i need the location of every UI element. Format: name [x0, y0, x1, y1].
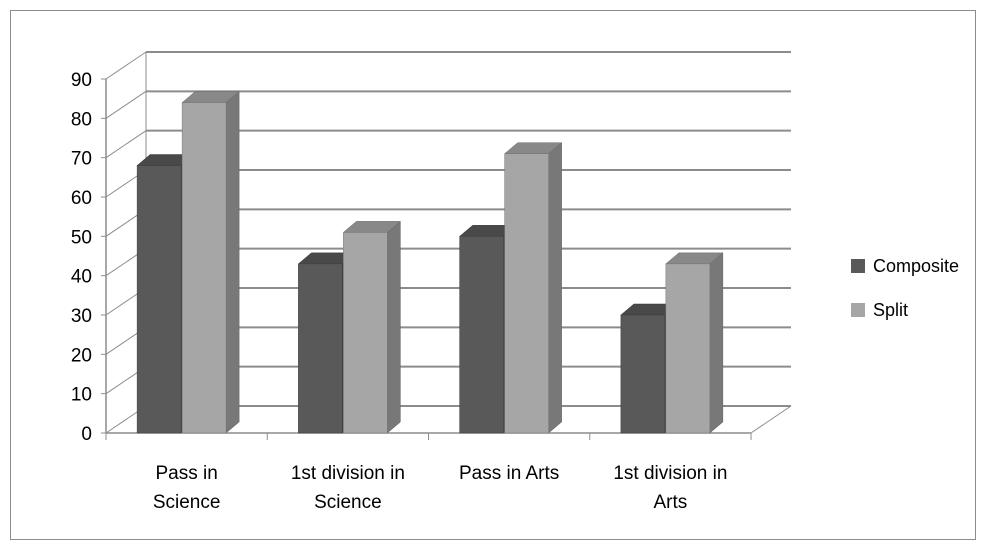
bar-split-3	[665, 252, 724, 434]
x-category-label-0: Pass in Science	[153, 463, 221, 513]
bar-front-face	[298, 263, 343, 434]
bar-front-face	[504, 153, 549, 434]
gridline-depth-90	[105, 51, 147, 80]
legend-swatch-split	[851, 303, 865, 317]
bar-front-face	[343, 232, 388, 434]
x-category-label-3: 1st division in Arts	[613, 463, 727, 513]
y-tick-label-90: 90	[71, 70, 92, 91]
y-tick-label-50: 50	[71, 227, 92, 248]
gridline-depth-70	[105, 130, 147, 159]
bar-front-face	[136, 165, 182, 434]
y-tick-label-60: 60	[71, 188, 92, 209]
bar-front-face	[665, 263, 711, 434]
y-tick-label-30: 30	[71, 306, 92, 327]
gridline-depth-80	[105, 90, 147, 119]
floor-edge	[750, 405, 792, 434]
y-tick-label-10: 10	[71, 385, 92, 406]
legend-item-composite: Composite	[851, 256, 959, 276]
bar-split-1	[342, 220, 402, 434]
y-tick-label-0: 0	[81, 424, 92, 445]
y-tick-label-20: 20	[71, 345, 92, 366]
y-tick-label-40: 40	[71, 267, 92, 288]
legend-item-split: Split	[851, 300, 908, 320]
chart-frame: 0 10 20 30 40 50 60 70 80 90 Pass in Science 1st di…	[10, 10, 976, 540]
legend: Composite Split	[851, 256, 959, 320]
legend-label-split: Split	[873, 300, 908, 320]
legend-label-composite: Composite	[873, 256, 959, 276]
bar-front-face	[181, 102, 227, 434]
y-tick-label-80: 80	[71, 109, 92, 130]
column-chart: 0 10 20 30 40 50 60 70 80 90 Pass in Science 1st di…	[71, 51, 959, 513]
bar-side-face	[709, 252, 724, 434]
bar-split-0	[181, 91, 240, 434]
y-tick-label-70: 70	[71, 149, 92, 170]
x-category-label-1: 1st division in Science	[291, 463, 405, 513]
y-axis-tick-labels: 0 10 20 30 40 50 60 70 80 90	[71, 70, 92, 445]
bar-front-face	[459, 236, 504, 434]
bar-side-face	[548, 142, 562, 434]
x-category-label-2: Pass in Arts	[459, 463, 559, 484]
bar-front-face	[620, 314, 666, 434]
bar-side-face	[225, 91, 240, 434]
legend-swatch-composite	[851, 259, 865, 273]
bars	[136, 91, 724, 434]
bar-side-face	[387, 220, 401, 434]
x-axis-category-labels: Pass in Science 1st division in Science Pass…	[153, 463, 728, 513]
bar-split-2	[503, 142, 563, 434]
